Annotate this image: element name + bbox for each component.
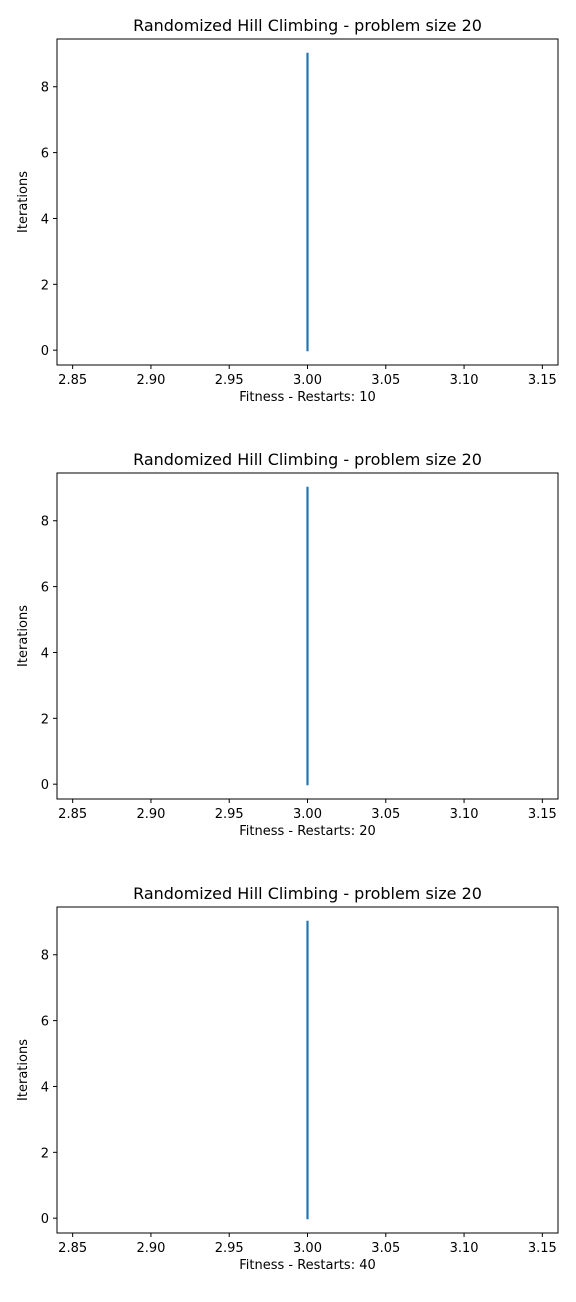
x-tick-label: 2.90 <box>136 373 165 388</box>
chart-title: Randomized Hill Climbing - problem size … <box>133 450 482 469</box>
x-axis-label: Fitness - Restarts: 10 <box>239 390 376 405</box>
x-tick-label: 2.90 <box>136 807 165 822</box>
x-axis-label: Fitness - Restarts: 40 <box>239 1258 376 1273</box>
y-axis-label: Iterations <box>16 1039 31 1101</box>
x-axis-label: Fitness - Restarts: 20 <box>239 824 376 839</box>
y-tick-label: 4 <box>41 212 49 227</box>
x-tick-label: 2.85 <box>58 807 87 822</box>
y-tick-label: 6 <box>41 581 49 596</box>
chart-panel-2: Randomized Hill Climbing - problem size … <box>16 450 559 839</box>
x-tick-label: 3.00 <box>293 373 322 388</box>
y-tick-label: 2 <box>41 1146 49 1161</box>
x-tick-label: 3.00 <box>293 1241 322 1256</box>
y-tick-label: 4 <box>41 646 49 661</box>
chart-title: Randomized Hill Climbing - problem size … <box>133 884 482 903</box>
x-tick-label: 3.10 <box>450 373 479 388</box>
y-tick-label: 0 <box>41 344 49 359</box>
y-tick-label: 2 <box>41 278 49 293</box>
y-tick-label: 8 <box>41 81 49 96</box>
y-tick-label: 8 <box>41 949 49 964</box>
x-tick-label: 3.15 <box>528 807 557 822</box>
x-tick-label: 3.15 <box>528 373 557 388</box>
y-tick-label: 2 <box>41 712 49 727</box>
x-tick-label: 2.95 <box>215 807 244 822</box>
y-tick-label: 8 <box>41 515 49 530</box>
y-axis-label: Iterations <box>16 171 31 233</box>
x-tick-label: 3.10 <box>450 807 479 822</box>
x-tick-label: 3.15 <box>528 1241 557 1256</box>
x-tick-label: 3.00 <box>293 807 322 822</box>
x-tick-label: 2.85 <box>58 373 87 388</box>
y-tick-label: 0 <box>41 778 49 793</box>
x-tick-label: 2.95 <box>215 373 244 388</box>
x-tick-label: 2.90 <box>136 1241 165 1256</box>
x-tick-label: 3.05 <box>371 373 400 388</box>
chart-title: Randomized Hill Climbing - problem size … <box>133 16 482 35</box>
chart-panel-1: Randomized Hill Climbing - problem size … <box>16 16 559 405</box>
y-axis-label: Iterations <box>16 605 31 667</box>
x-tick-label: 3.10 <box>450 1241 479 1256</box>
x-tick-label: 3.05 <box>371 1241 400 1256</box>
x-tick-label: 2.95 <box>215 1241 244 1256</box>
x-tick-label: 3.05 <box>371 807 400 822</box>
y-tick-label: 6 <box>41 147 49 162</box>
x-tick-label: 2.85 <box>58 1241 87 1256</box>
y-tick-label: 4 <box>41 1080 49 1095</box>
y-tick-label: 0 <box>41 1212 49 1227</box>
y-tick-label: 6 <box>41 1015 49 1030</box>
chart-panel-3: Randomized Hill Climbing - problem size … <box>16 884 559 1273</box>
